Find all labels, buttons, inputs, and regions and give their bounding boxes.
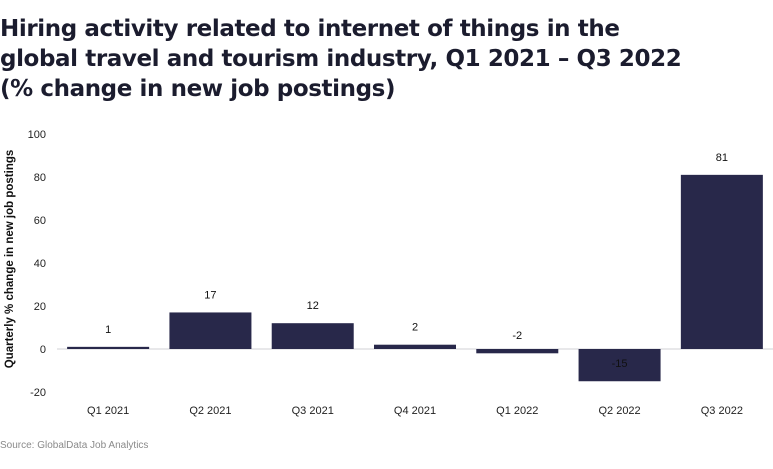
y-axis-label: Quarterly % change in new job postings [4, 150, 16, 369]
y-tick-label: 100 [28, 129, 46, 141]
bar [476, 349, 559, 354]
y-tick-label: 20 [34, 301, 46, 313]
x-tick-label: Q3 2022 [701, 405, 743, 417]
y-tick-label: 40 [34, 258, 46, 270]
data-label: 17 [204, 289, 216, 301]
y-axis-ticks: -20 0 20 40 60 80 100 [28, 129, 46, 399]
bars [67, 174, 763, 382]
x-tick-label: Q1 2021 [87, 405, 129, 417]
y-tick-label: 60 [34, 215, 46, 227]
x-tick-label: Q3 2021 [292, 405, 334, 417]
data-label: 1 [105, 324, 111, 336]
data-label: 81 [716, 152, 728, 164]
y-tick-label: 0 [40, 344, 46, 356]
bar [169, 312, 252, 349]
x-tick-label: Q2 2022 [598, 405, 640, 417]
x-tick-label: Q2 2021 [189, 405, 231, 417]
y-tick-label: 80 [34, 172, 46, 184]
y-tick-label: -20 [30, 387, 46, 399]
bar [67, 346, 150, 349]
bar [271, 323, 354, 349]
x-axis-ticks: Q1 2021 Q2 2021 Q3 2021 Q4 2021 Q1 2022 Q2 20… [87, 405, 743, 417]
data-label: -2 [512, 330, 522, 342]
x-tick-label: Q1 2022 [496, 405, 538, 417]
x-tick-label: Q4 2021 [394, 405, 436, 417]
data-label: 12 [307, 300, 319, 312]
data-label: -15 [612, 358, 628, 370]
bar [374, 344, 456, 349]
source-note: Source: GlobalData Job Analytics [0, 440, 149, 451]
data-labels: 1 17 12 2 -2 -15 81 [105, 152, 728, 370]
bar [680, 174, 763, 349]
chart-title: Hiring activity related to internet of t… [0, 16, 682, 102]
data-label: 2 [412, 322, 418, 334]
bar [578, 349, 661, 382]
